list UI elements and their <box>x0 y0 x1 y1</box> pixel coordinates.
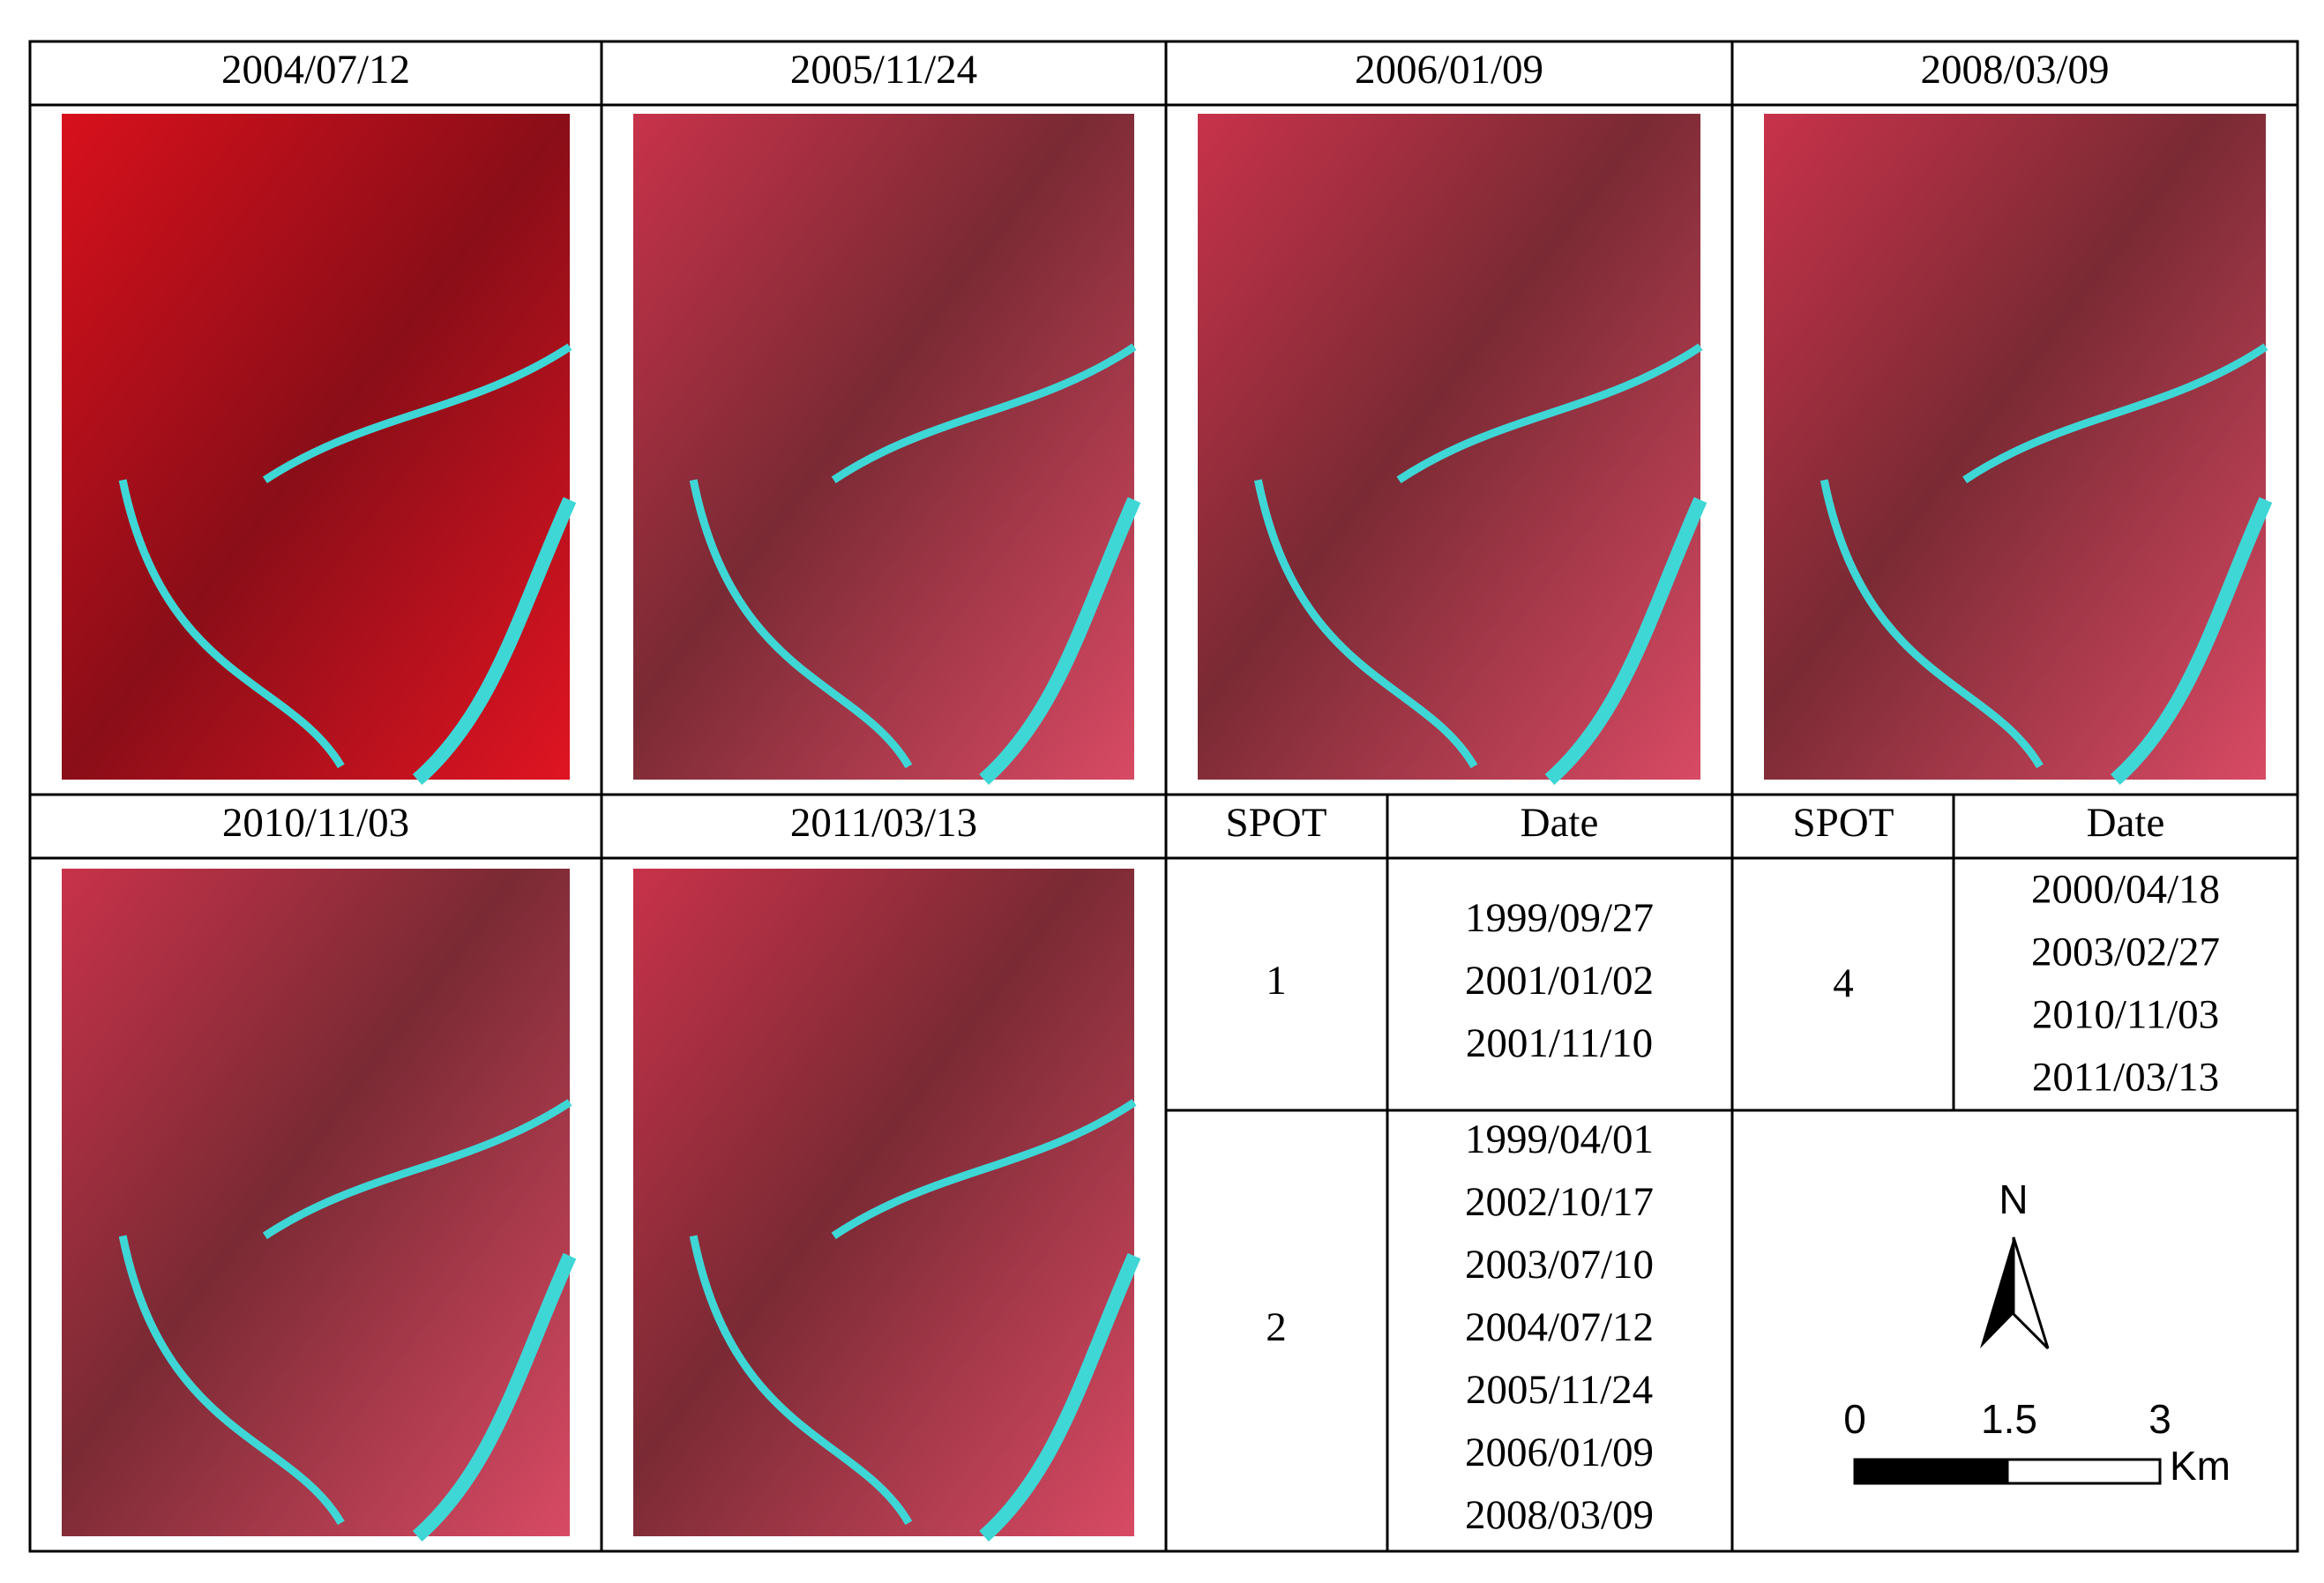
acquisition-date: 2001/11/10 <box>1466 1020 1653 1066</box>
river <box>412 497 577 786</box>
acquisition-date: 2000/04/18 <box>2031 866 2220 912</box>
river <box>262 1099 572 1240</box>
satellite-image <box>62 114 570 780</box>
table-lines <box>28 40 2299 1553</box>
acquisition-date: 2001/01/02 <box>1465 958 1654 1004</box>
acquisition-date: 2004/07/12 <box>1465 1304 1654 1350</box>
river <box>118 1235 345 1526</box>
river <box>979 1252 1141 1542</box>
river <box>831 1099 1137 1240</box>
table-header: Date <box>1521 800 1599 846</box>
image-date: 2006/01/09 <box>1355 47 1543 93</box>
river <box>412 1252 577 1542</box>
river <box>2110 497 2273 785</box>
satellite-image <box>633 114 1134 780</box>
scale-label: 1.5 <box>1981 1396 2037 1442</box>
scale-bar-white <box>2006 1458 2162 1485</box>
spot-number: 4 <box>1833 960 1854 1006</box>
acquisition-date: 1999/09/27 <box>1465 895 1654 941</box>
outer-border <box>28 40 2299 1553</box>
scale-label: 3 <box>2148 1396 2171 1442</box>
table-header: SPOT <box>1226 800 1327 846</box>
acquisition-date: 2003/02/27 <box>2031 929 2220 974</box>
image-date: 2004/07/12 <box>221 47 410 93</box>
image-date: 2010/11/03 <box>222 800 409 846</box>
river <box>689 479 913 769</box>
acquisition-date: 2002/10/17 <box>1465 1179 1654 1225</box>
image-date: 2005/11/24 <box>790 47 977 93</box>
river <box>1962 343 2268 484</box>
acquisition-date: 2010/11/03 <box>2032 991 2219 1037</box>
acquisition-date: 2008/03/09 <box>1465 1492 1654 1538</box>
spot-number: 2 <box>1266 1304 1287 1350</box>
satellite-image <box>1764 114 2266 780</box>
table-header: Date <box>2087 800 2165 846</box>
acquisition-date: 2005/11/24 <box>1466 1367 1653 1413</box>
acquisition-date: 2011/03/13 <box>2032 1054 2219 1100</box>
satellite-image <box>1198 114 1700 780</box>
satellite-image <box>633 869 1134 1536</box>
river <box>689 1235 913 1526</box>
table-header: SPOT <box>1793 800 1894 846</box>
acquisition-date: 1999/04/01 <box>1465 1116 1654 1162</box>
river <box>262 343 572 484</box>
river <box>118 479 345 769</box>
river <box>1253 479 1478 769</box>
north-arrow <box>1980 1236 2050 1350</box>
river <box>1396 343 1703 484</box>
satellite-image <box>62 869 570 1536</box>
scale-unit: Km <box>2170 1443 2231 1489</box>
acquisition-date: 2006/01/09 <box>1465 1430 1654 1475</box>
image-date: 2011/03/13 <box>790 800 977 846</box>
river <box>1820 479 2044 769</box>
north-arrow-right <box>2012 1236 2050 1350</box>
river <box>831 343 1137 483</box>
north-arrow-left <box>1980 1237 2014 1348</box>
north-label: N <box>1999 1176 2028 1222</box>
river <box>1544 497 1708 785</box>
image-date: 2008/03/09 <box>1920 47 2109 93</box>
river <box>979 497 1141 785</box>
acquisition-date: 2003/07/10 <box>1465 1242 1654 1288</box>
scale-bar-black <box>1853 1458 2009 1485</box>
scale-label: 0 <box>1843 1396 1866 1442</box>
spot-number: 1 <box>1266 958 1287 1004</box>
